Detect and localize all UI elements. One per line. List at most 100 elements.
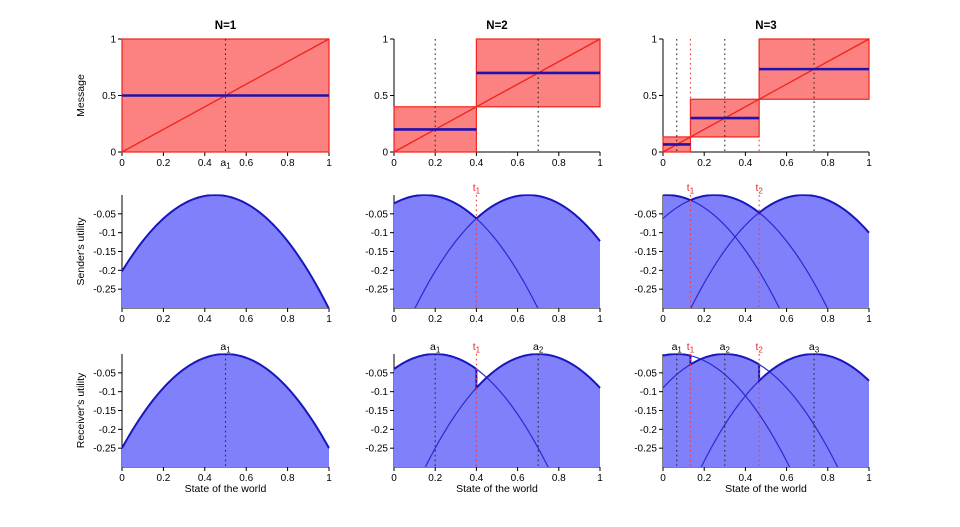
a3-label: a3 <box>809 341 820 355</box>
y-tick-label: -0.2 <box>371 425 389 436</box>
a2-label: a2 <box>533 341 544 355</box>
x-tick-label: 0.2 <box>697 314 711 325</box>
x-tick-label: 0.2 <box>697 158 711 169</box>
x-tick-label: 0.6 <box>239 158 253 169</box>
x-tick-label: 0 <box>391 314 397 325</box>
x-tick-label: 0.4 <box>469 314 483 325</box>
y-tick-label: -0.05 <box>634 368 657 379</box>
x-tick-label: 0 <box>391 473 397 484</box>
x-tick-label: 0.8 <box>821 473 835 484</box>
x-tick-label: 0.6 <box>780 473 794 484</box>
x-tick-label: 0.8 <box>552 158 566 169</box>
x-tick-label: 0.4 <box>469 158 483 169</box>
y-tick-label: 1 <box>651 35 657 46</box>
x-tick-label: 0.4 <box>738 473 752 484</box>
y-tick-label: -0.2 <box>99 425 117 436</box>
subplot-sender-n3: -0.05 -0.1 -0.15 -0.2 -0.25 0 0.2 0.4 0.6 0.8 1 t1 t… <box>634 182 872 325</box>
y-tick-label: -0.2 <box>371 266 389 277</box>
y-tick-label: -0.05 <box>365 209 388 220</box>
x-tick-label: 0.8 <box>552 314 566 325</box>
x-tick-label: 0.4 <box>198 158 212 169</box>
x-tick-label: 0 <box>660 473 666 484</box>
y-tick-label: -0.1 <box>640 228 658 239</box>
y-tick-label: 0.5 <box>102 91 116 102</box>
y-tick-label: -0.2 <box>640 425 658 436</box>
y-tick-label: -0.25 <box>93 285 116 296</box>
x-tick-label: 1 <box>326 473 332 484</box>
x-tick-label: 0.6 <box>511 158 525 169</box>
y-tick-label: -0.25 <box>365 285 388 296</box>
y-tick-label: 0 <box>651 148 657 159</box>
x-tick-label: 0.2 <box>156 158 170 169</box>
y-tick-label: -0.05 <box>93 209 116 220</box>
x-tick-label: 0 <box>660 158 666 169</box>
x-tick-label: 0.2 <box>428 473 442 484</box>
utility-envelope-edge <box>393 194 601 242</box>
x-tick-label: 1 <box>597 314 603 325</box>
x-tick-label: 0 <box>391 158 397 169</box>
x-tick-label: 1 <box>597 473 603 484</box>
t2-label: t2 <box>755 182 763 196</box>
y-tick-label: -0.1 <box>371 387 389 398</box>
y-tick-label: -0.1 <box>371 228 389 239</box>
y-tick-label: 0 <box>382 148 388 159</box>
y-tick-label: -0.1 <box>640 387 658 398</box>
y-tick-label: -0.15 <box>365 247 388 258</box>
x-tick-label: 1 <box>326 314 332 325</box>
utility-fill <box>122 354 329 467</box>
utility-fill <box>663 354 869 467</box>
subplot-title: N=1 <box>215 20 237 32</box>
utility-envelope-edge <box>662 194 870 234</box>
x-tick-label: 0.8 <box>281 473 295 484</box>
subplot-title: N=2 <box>486 20 507 32</box>
subplot-message-n1: 0 0.5 1 0 0.2 0.4 0.6 0.8 1 N=1 a1 Message <box>75 20 332 171</box>
t1-label: t1 <box>473 182 481 196</box>
x-tick-label: 1 <box>866 314 872 325</box>
x-tick-label: 0.4 <box>469 473 483 484</box>
x-tick-label: 0.4 <box>738 158 752 169</box>
x-tick-label: 1 <box>866 158 872 169</box>
t2-label: t2 <box>755 341 763 355</box>
x-tick-label: 0 <box>119 473 125 484</box>
subplot-message-n3: 0 0.5 1 0 0.2 0.4 0.6 0.8 1 N=3 <box>643 20 872 169</box>
x-tick-label: 0.2 <box>428 158 442 169</box>
y-tick-label: 0 <box>110 148 116 159</box>
subplot-receiver-n2: -0.05 -0.1 -0.15 -0.2 -0.25 0 0.2 0.4 0.6 0.8 1 a1 t… <box>365 341 603 495</box>
subplot-sender-n1: -0.05 -0.1 -0.15 -0.2 -0.25 0 0.2 0.4 0.6 0.8 1 Sen… <box>75 194 332 325</box>
diagonal-line <box>393 38 601 153</box>
subplot-sender-n2: -0.05 -0.1 -0.15 -0.2 -0.25 0 0.2 0.4 0.6 0.8 1 t1 <box>365 182 603 325</box>
utility-fill <box>663 195 869 308</box>
subplot-title: N=3 <box>755 20 776 32</box>
y-axis-label: Receiver's utility <box>75 372 87 448</box>
x-tick-label: 0 <box>660 314 666 325</box>
y-tick-label: -0.05 <box>93 368 116 379</box>
a1-label: a1 <box>220 341 231 355</box>
y-axis-label: Message <box>75 74 87 117</box>
x-axis-label: State of the world <box>456 483 538 495</box>
y-tick-label: -0.15 <box>634 247 657 258</box>
x-tick-label: 0.6 <box>780 314 794 325</box>
y-tick-label: -0.25 <box>634 444 657 455</box>
utility-envelope-edge <box>121 194 330 309</box>
x-tick-label: 0.4 <box>198 473 212 484</box>
subplot-message-n2: 0 0.5 1 0 0.2 0.4 0.6 0.8 1 N=2 <box>374 20 603 169</box>
y-tick-label: -0.15 <box>634 406 657 417</box>
utility-fill <box>122 195 329 309</box>
x-tick-label: 0.8 <box>821 314 835 325</box>
x-tick-label: 0.6 <box>239 473 253 484</box>
x-tick-label: 0.2 <box>156 314 170 325</box>
y-tick-label: -0.2 <box>640 266 658 277</box>
x-tick-label: 0.8 <box>821 158 835 169</box>
utility-fill <box>394 354 600 467</box>
y-tick-label: -0.15 <box>365 406 388 417</box>
y-tick-label: -0.05 <box>365 368 388 379</box>
x-tick-label: 0.6 <box>511 314 525 325</box>
y-tick-label: 1 <box>382 35 388 46</box>
a1-axis-label: a1 <box>220 157 231 171</box>
t1-label: t1 <box>473 341 481 355</box>
subplot-receiver-n3: -0.05 -0.1 -0.15 -0.2 -0.25 0 0.2 0.4 0.6 0.8 1 a1 t… <box>634 341 872 495</box>
x-tick-label: 0.4 <box>738 314 752 325</box>
x-tick-label: 0 <box>119 314 125 325</box>
diagonal-line <box>662 38 870 153</box>
